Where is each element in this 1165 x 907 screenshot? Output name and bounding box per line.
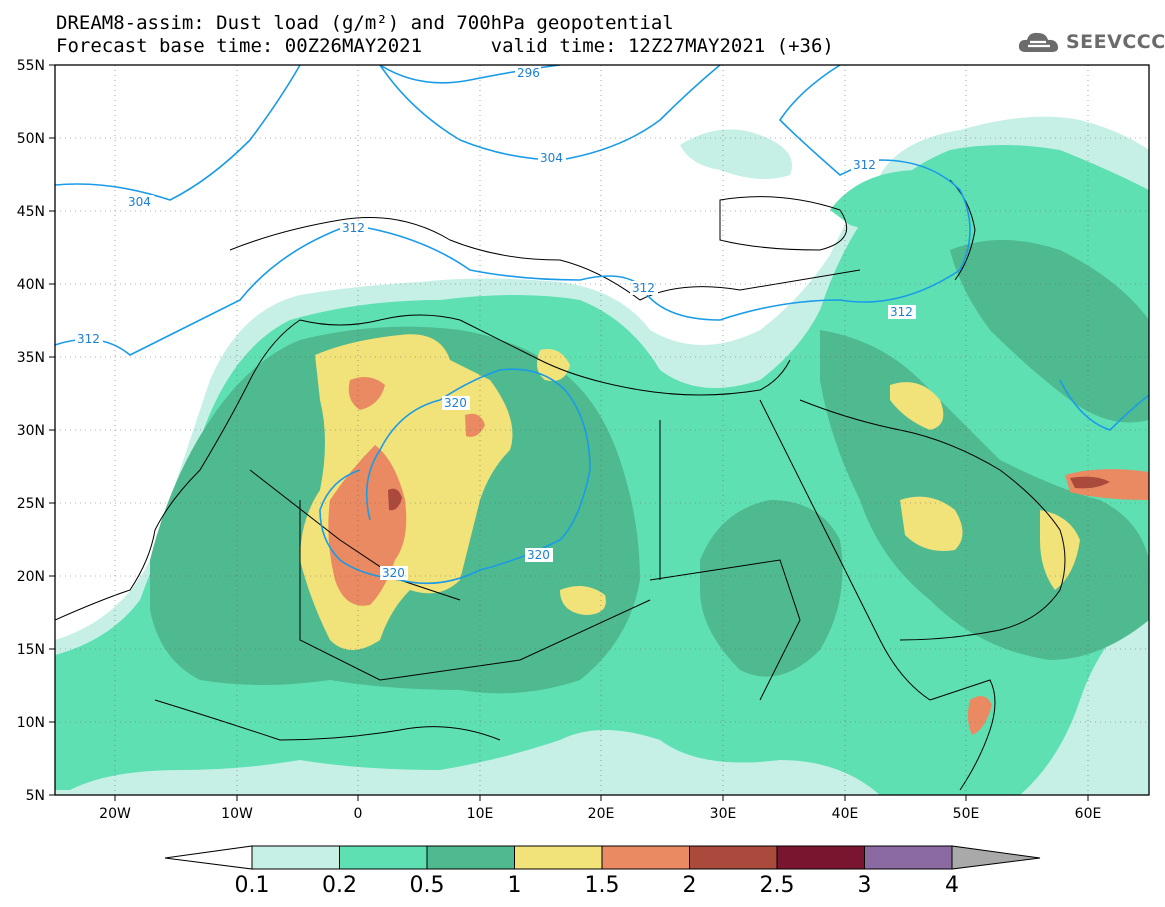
colorbar-tick-label: 1.5 <box>585 873 620 898</box>
dust-field-max-algeria <box>388 488 402 511</box>
lat-label: 15N <box>17 642 45 658</box>
colorbar-tick-label: 0.1 <box>235 873 270 898</box>
contour-304-west <box>55 65 301 201</box>
colorbar-segment <box>601 845 690 870</box>
border-sudan <box>649 559 801 701</box>
colorbar-segment <box>251 845 340 870</box>
lon-label: 10W <box>221 806 253 822</box>
lat-label: 50N <box>17 131 45 147</box>
dust-field-light-caspian <box>830 170 1000 235</box>
contour-label: 312 <box>77 332 100 346</box>
contour-label: 296 <box>517 66 540 80</box>
colorbar-below-arrow <box>164 845 253 870</box>
lon-label: 20W <box>99 806 131 822</box>
lon-label: 60E <box>1075 806 1102 822</box>
lat-label: 5N <box>26 788 45 804</box>
colorbar-tick-label: 2 <box>683 873 697 898</box>
dust-field-lightest-europe <box>680 129 792 179</box>
colorbar-tick-label: 4 <box>945 873 959 898</box>
dust-field-high-iraq <box>890 382 944 430</box>
border-maghreb <box>249 469 461 601</box>
map-title: DREAM8-assim: Dust load (g/m²) and 700hP… <box>56 12 674 34</box>
axis-ticks <box>49 64 1089 801</box>
lat-label: 10N <box>17 715 45 731</box>
colorbar <box>164 845 1041 870</box>
colorbar-tick-label: 3 <box>858 873 872 898</box>
cloud-icon <box>1018 32 1059 52</box>
contour-label: 320 <box>382 566 405 580</box>
lon-label: 10E <box>467 806 494 822</box>
land-outlines <box>55 179 1066 791</box>
colorbar-tick-label: 0.5 <box>410 873 445 898</box>
graticule <box>55 65 1149 795</box>
lat-label: 40N <box>17 277 45 293</box>
colorbar-above-arrow <box>951 845 1041 870</box>
lon-label: 0 <box>354 806 363 822</box>
lat-label: 55N <box>17 58 45 74</box>
lon-label: 20E <box>588 806 615 822</box>
contour-label: 304 <box>128 195 151 209</box>
contour-320 <box>319 368 591 585</box>
dust-field-high-oman <box>1040 510 1080 590</box>
coastline-mediterranean <box>459 319 791 396</box>
lon-label: 30E <box>710 806 737 822</box>
colorbar-segment <box>339 845 428 870</box>
dust-field-medium-iran <box>950 240 1149 423</box>
contour-label: 304 <box>540 151 563 165</box>
border-sahel <box>299 500 651 681</box>
contour-label: 312 <box>853 158 876 172</box>
contour-labels: 296 304 304 312 312 312 312 312 320 320 … <box>75 66 916 580</box>
colorbar-tick-label: 2.5 <box>760 873 795 898</box>
coastline-horn <box>929 679 996 791</box>
dust-field-higher-tunisia <box>465 413 485 437</box>
contour-label: 312 <box>342 221 365 235</box>
lat-label: 30N <box>17 423 45 439</box>
forecast-time-line: Forecast base time: 00Z26MAY2021 valid t… <box>56 35 834 57</box>
dust-field-medium-east <box>700 500 843 677</box>
contour-label: 320 <box>444 396 467 410</box>
lon-label: 50E <box>953 806 980 822</box>
dust-field-high-arabia <box>900 496 963 551</box>
colorbar-segment <box>864 845 953 870</box>
colorbar-tick-label: 0.2 <box>322 873 357 898</box>
coastline-europe <box>229 217 861 301</box>
colorbar-segment <box>776 845 865 870</box>
coastline-caspian <box>949 179 976 281</box>
colorbar-segment <box>426 845 515 870</box>
lat-label: 20N <box>17 569 45 585</box>
dust-field-max-gulf <box>1070 476 1110 489</box>
contour-label: 312 <box>890 305 913 319</box>
contour-304-east <box>379 65 721 161</box>
dust-field-high-chad <box>560 586 606 615</box>
brand-name: SEEVCCC <box>1066 31 1165 53</box>
brand-logo: SEEVCCC <box>1016 28 1165 56</box>
coastline-gulf-guinea <box>154 699 501 741</box>
coastline-west-africa <box>55 314 461 621</box>
contour-label: 320 <box>527 548 550 562</box>
dust-field-higher-somalia <box>967 696 992 735</box>
contour-label: 312 <box>632 281 655 295</box>
lon-label: 40E <box>832 806 859 822</box>
colorbar-segment <box>514 845 603 870</box>
lat-label: 45N <box>17 204 45 220</box>
coastline-black-sea <box>719 196 848 251</box>
coastline-red-sea <box>759 399 931 701</box>
colorbar-tick-label: 1 <box>508 873 522 898</box>
colorbar-segment <box>689 845 778 870</box>
coastline-arabia <box>799 399 1066 641</box>
dust-shading <box>55 116 1149 795</box>
contour-312-east <box>1059 379 1149 431</box>
lat-label: 35N <box>17 350 45 366</box>
lat-label: 25N <box>17 496 45 512</box>
